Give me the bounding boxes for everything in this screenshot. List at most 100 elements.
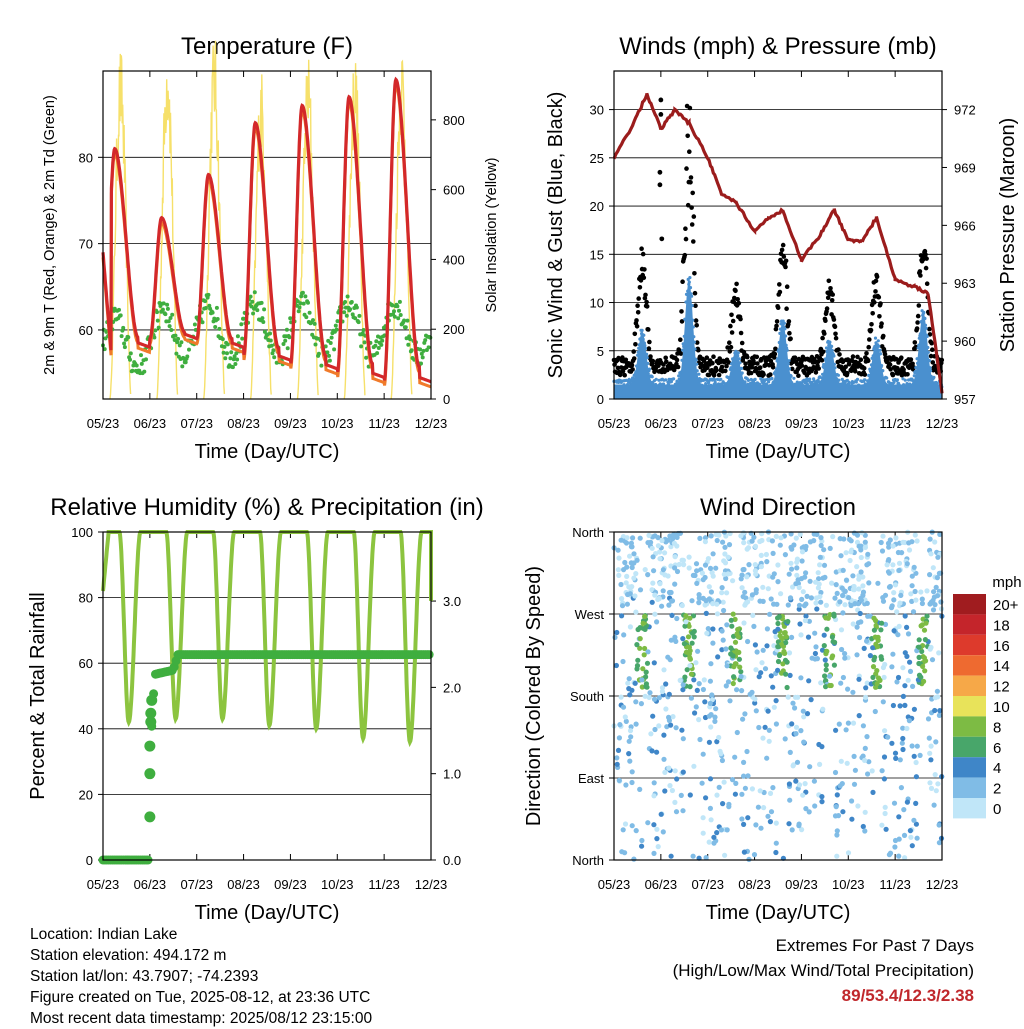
gust-point bbox=[622, 372, 627, 378]
gust-point bbox=[615, 365, 621, 371]
direction-point bbox=[807, 578, 813, 584]
direction-point bbox=[794, 559, 800, 565]
sonic-wind-point bbox=[684, 300, 688, 304]
dewpoint-point bbox=[312, 321, 317, 326]
direction-point bbox=[637, 587, 644, 593]
direction-point bbox=[907, 659, 913, 665]
direction-point bbox=[800, 589, 806, 595]
direction-point bbox=[929, 657, 936, 663]
direction-point bbox=[818, 589, 824, 596]
temp-ylabel: 2m & 9m T (Red, Orange) & 2m Td (Green) bbox=[42, 95, 58, 375]
direction-point bbox=[774, 601, 780, 607]
sonic-wind-point bbox=[715, 388, 719, 392]
direction-point bbox=[785, 602, 791, 608]
direction-point bbox=[786, 650, 793, 656]
dewpoint-point bbox=[335, 319, 340, 324]
sonic-wind-point bbox=[622, 383, 626, 387]
direction-point bbox=[724, 622, 730, 628]
wind-xtick-label: 07/23 bbox=[691, 416, 724, 431]
gust-point bbox=[824, 306, 830, 311]
precip-point bbox=[146, 694, 158, 706]
sonic-wind-point bbox=[777, 348, 781, 352]
direction-point bbox=[879, 768, 885, 774]
direction-point bbox=[706, 584, 712, 590]
direction-point bbox=[807, 764, 813, 770]
direction-point bbox=[801, 714, 807, 720]
direction-point bbox=[696, 681, 702, 687]
temp-y2tick-label: 0 bbox=[443, 392, 450, 407]
sonic-wind-point bbox=[887, 385, 892, 389]
direction-point bbox=[691, 763, 697, 769]
info-created: Figure created on Tue, 2025-08-12, at 23… bbox=[30, 989, 371, 1006]
direction-point bbox=[882, 592, 889, 598]
gust-point bbox=[685, 202, 691, 208]
direction-point bbox=[813, 644, 819, 650]
sonic-wind-point bbox=[643, 346, 648, 350]
dewpoint-point bbox=[364, 355, 369, 360]
sonic-wind-point bbox=[821, 372, 825, 376]
dewpoint-point bbox=[217, 326, 222, 331]
gust-point bbox=[743, 361, 748, 367]
direction-point bbox=[840, 809, 846, 815]
direction-point bbox=[771, 571, 777, 577]
direction-point bbox=[782, 736, 788, 742]
direction-point bbox=[782, 650, 788, 657]
sonic-wind-point bbox=[837, 378, 841, 382]
direction-point bbox=[756, 724, 762, 731]
direction-point bbox=[799, 827, 805, 833]
dewpoint-point bbox=[261, 320, 266, 324]
direction-point bbox=[764, 755, 770, 761]
dewpoint-point bbox=[356, 320, 361, 325]
direction-point bbox=[651, 780, 657, 786]
gust-point bbox=[888, 367, 893, 372]
direction-point bbox=[746, 562, 752, 568]
direction-point bbox=[935, 554, 941, 560]
direction-point bbox=[916, 637, 922, 643]
direction-point bbox=[848, 549, 854, 555]
direction-point bbox=[806, 678, 812, 684]
gust-point bbox=[658, 97, 664, 103]
direction-point bbox=[858, 554, 864, 561]
direction-point bbox=[720, 801, 726, 807]
direction-point bbox=[812, 803, 818, 809]
dewpoint-point bbox=[119, 334, 124, 339]
sonic-wind-point bbox=[925, 334, 929, 338]
direction-point bbox=[909, 598, 915, 605]
direction-point bbox=[770, 550, 776, 557]
direction-point bbox=[783, 671, 789, 677]
direction-point bbox=[718, 827, 725, 833]
wind-ytick-label: 0 bbox=[597, 392, 604, 407]
sonic-wind-point bbox=[774, 373, 778, 377]
direction-point bbox=[930, 607, 937, 613]
direction-point bbox=[623, 718, 629, 725]
direction-point bbox=[706, 739, 713, 745]
direction-point bbox=[753, 571, 759, 577]
direction-point bbox=[655, 543, 662, 549]
direction-point bbox=[691, 634, 697, 640]
sonic-wind-point bbox=[713, 380, 717, 384]
sonic-wind-point bbox=[912, 381, 916, 385]
direction-point bbox=[908, 834, 914, 840]
gust-point bbox=[692, 271, 697, 276]
sonic-wind-point bbox=[892, 380, 896, 384]
direction-point bbox=[705, 556, 712, 562]
direction-point bbox=[829, 580, 835, 586]
direction-point bbox=[741, 821, 747, 828]
precip-point bbox=[144, 740, 156, 752]
sonic-wind-point bbox=[833, 366, 837, 370]
direction-point bbox=[687, 655, 693, 661]
extremes-subtitle: (High/Low/Max Wind/Total Precipitation) bbox=[672, 961, 974, 980]
sonic-wind-point bbox=[782, 321, 787, 325]
dewpoint-point bbox=[426, 345, 431, 350]
direction-point bbox=[712, 718, 718, 725]
direction-point bbox=[773, 721, 780, 727]
dewpoint-point bbox=[349, 300, 354, 304]
sonic-wind-point bbox=[636, 353, 640, 357]
direction-point bbox=[733, 661, 739, 667]
direction-point bbox=[759, 537, 765, 544]
gust-point bbox=[929, 340, 934, 346]
gust-point bbox=[730, 318, 736, 324]
direction-point bbox=[627, 692, 633, 698]
extremes-title: Extremes For Past 7 Days bbox=[775, 936, 974, 955]
direction-point bbox=[740, 594, 746, 600]
